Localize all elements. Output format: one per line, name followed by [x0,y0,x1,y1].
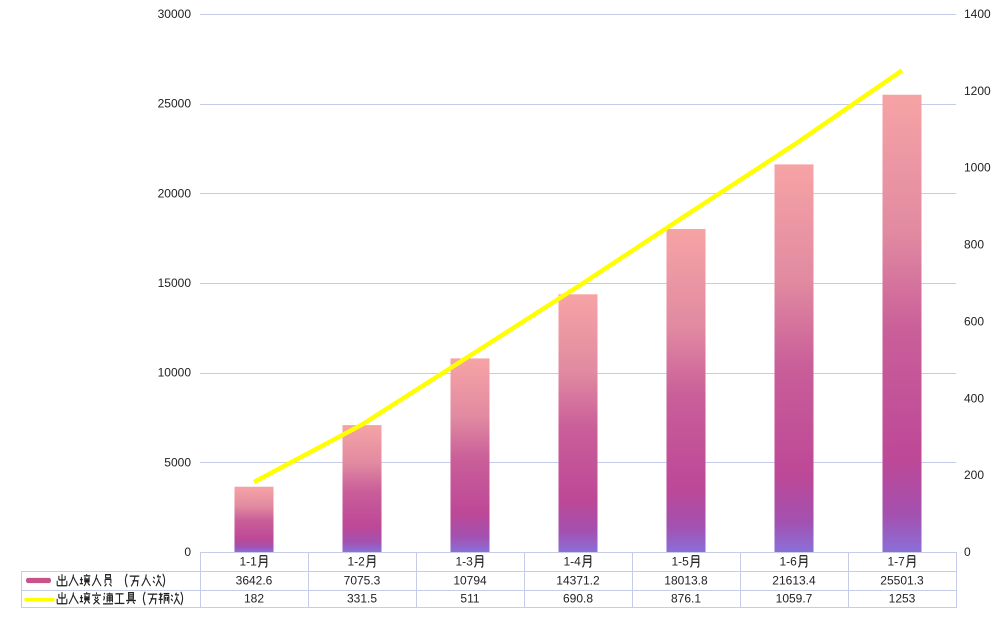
svg-text:30000: 30000 [158,7,192,21]
svg-text:182: 182 [244,592,264,606]
svg-text:7075.3: 7075.3 [344,574,381,588]
svg-text:21613.4: 21613.4 [772,574,816,588]
svg-text:400: 400 [964,391,984,405]
svg-text:25000: 25000 [158,97,192,111]
svg-text:1200: 1200 [964,84,991,98]
svg-text:1-4: 1-4 [564,555,582,569]
svg-text:1-2: 1-2 [348,555,366,569]
svg-text:1253: 1253 [889,592,916,606]
svg-text:3642.6: 3642.6 [236,574,273,588]
svg-text:10000: 10000 [158,366,192,380]
svg-text:5000: 5000 [164,455,191,469]
svg-text:25501.3: 25501.3 [880,574,924,588]
svg-text:800: 800 [964,238,984,252]
svg-text:331.5: 331.5 [347,592,377,606]
svg-text:20000: 20000 [158,186,192,200]
svg-text:876.1: 876.1 [671,592,701,606]
svg-text:18013.8: 18013.8 [664,574,708,588]
svg-text:1000: 1000 [964,161,991,175]
svg-text:14371.2: 14371.2 [556,574,600,588]
svg-text:1-5: 1-5 [672,555,690,569]
svg-text:1400: 1400 [964,7,991,21]
svg-text:0: 0 [964,545,971,559]
svg-text:1-7: 1-7 [888,555,906,569]
svg-text:1-3: 1-3 [456,555,474,569]
svg-text:15000: 15000 [158,276,192,290]
svg-text:1-6: 1-6 [780,555,798,569]
svg-text:0: 0 [184,545,191,559]
svg-text:690.8: 690.8 [563,592,593,606]
svg-text:10794: 10794 [453,574,487,588]
svg-text:511: 511 [460,592,479,606]
svg-text:600: 600 [964,314,984,328]
svg-text:1059.7: 1059.7 [776,592,813,606]
svg-text:200: 200 [964,468,984,482]
svg-text:1-1: 1-1 [240,555,258,569]
